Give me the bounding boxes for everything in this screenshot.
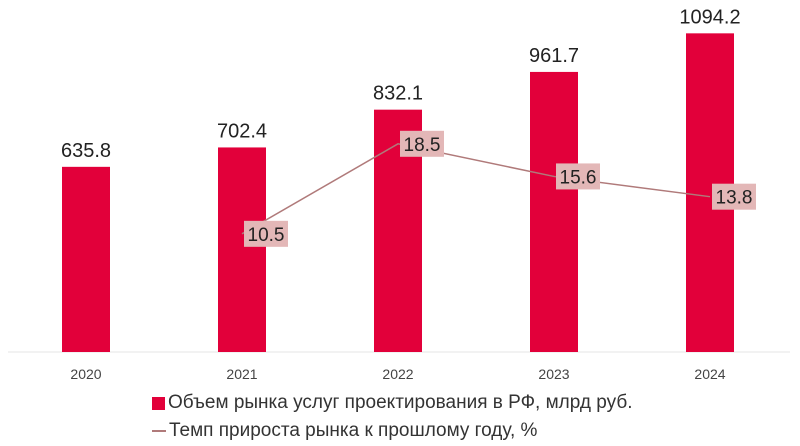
growth-label-bg-2021 — [244, 220, 288, 247]
growth-label-bg-2022 — [400, 130, 444, 157]
x-tick-2020: 2020 — [70, 366, 101, 382]
bar-label-2023: 961.7 — [529, 45, 579, 67]
x-tick-2024: 2024 — [694, 366, 725, 382]
bar-2021 — [218, 147, 266, 352]
legend-item-volume: Объем рынка услуг проектирования в РФ, м… — [152, 392, 632, 414]
bar-label-2022: 832.1 — [373, 83, 423, 105]
bar-label-2020: 635.8 — [61, 140, 111, 162]
bar-label-2021: 702.4 — [217, 120, 267, 142]
growth-line — [241, 143, 711, 235]
growth-label-bg-2024 — [712, 183, 756, 210]
growth-label-2021: 10.5 — [248, 225, 285, 246]
bar-2023 — [530, 71, 578, 352]
bar-label-2024: 1094.2 — [679, 6, 740, 28]
legend-swatch-line — [152, 430, 166, 432]
x-tick-2023: 2023 — [538, 366, 569, 382]
growth-label-2023: 15.6 — [560, 167, 597, 188]
legend-label-volume: Объем рынка услуг проектирования в РФ, м… — [168, 392, 633, 413]
x-tick-2021: 2021 — [226, 366, 257, 382]
legend-swatch-bar — [152, 396, 165, 410]
growth-label-bg-2023 — [556, 163, 600, 190]
legend-label-growth: Темп прироста рынка к прошлому году, % — [169, 420, 538, 441]
growth-label-2024: 13.8 — [716, 188, 753, 209]
bar-2020 — [62, 166, 110, 352]
growth-label-2022: 18.5 — [404, 135, 441, 156]
legend-item-growth: Темп прироста рынка к прошлому году, % — [152, 420, 537, 442]
x-tick-2022: 2022 — [382, 366, 413, 382]
